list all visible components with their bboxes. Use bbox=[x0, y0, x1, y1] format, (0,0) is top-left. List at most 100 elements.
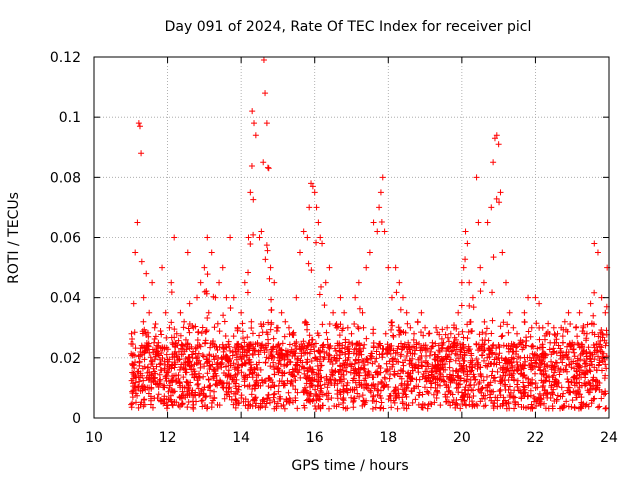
data-point bbox=[548, 351, 555, 358]
data-point bbox=[235, 361, 242, 368]
data-point bbox=[155, 391, 162, 398]
y-axis-label: ROTI / TECUs bbox=[6, 192, 22, 284]
data-point-peak bbox=[436, 348, 443, 355]
data-point bbox=[168, 398, 175, 405]
data-point bbox=[458, 363, 465, 370]
data-point bbox=[305, 260, 312, 267]
data-point bbox=[211, 388, 218, 395]
data-point-peak bbox=[429, 339, 436, 346]
data-point bbox=[159, 345, 166, 352]
data-point-peak bbox=[238, 309, 245, 316]
data-point bbox=[248, 324, 255, 331]
data-point bbox=[309, 382, 316, 389]
data-point bbox=[134, 368, 141, 375]
data-point bbox=[131, 329, 138, 336]
data-point bbox=[141, 396, 148, 403]
data-point bbox=[294, 355, 301, 362]
data-point bbox=[285, 389, 292, 396]
x-tick-label: 14 bbox=[232, 430, 250, 446]
data-point bbox=[325, 396, 332, 403]
data-point bbox=[271, 390, 278, 397]
data-point bbox=[514, 383, 521, 390]
data-point bbox=[536, 390, 543, 397]
data-point bbox=[319, 402, 326, 409]
data-point-peak bbox=[166, 324, 173, 331]
data-point bbox=[350, 398, 357, 405]
data-point bbox=[379, 346, 386, 353]
data-point bbox=[165, 388, 172, 395]
data-point bbox=[403, 401, 410, 408]
data-point bbox=[557, 405, 564, 412]
data-point bbox=[175, 402, 182, 409]
data-point bbox=[590, 376, 597, 383]
data-point bbox=[393, 386, 400, 393]
data-point bbox=[178, 401, 185, 408]
data-point-peak bbox=[491, 135, 498, 142]
data-point bbox=[288, 348, 295, 355]
data-point bbox=[602, 342, 609, 349]
data-point bbox=[446, 358, 453, 365]
data-point bbox=[297, 374, 304, 381]
data-point bbox=[141, 356, 148, 363]
data-point bbox=[463, 363, 470, 370]
data-point bbox=[567, 321, 574, 328]
data-point bbox=[382, 375, 389, 382]
data-point-peak bbox=[407, 324, 414, 331]
data-point bbox=[203, 290, 210, 297]
data-point bbox=[434, 357, 441, 364]
data-point bbox=[265, 340, 272, 347]
data-point bbox=[248, 318, 255, 325]
data-point bbox=[527, 364, 534, 371]
data-point-peak bbox=[370, 219, 377, 226]
data-point bbox=[249, 330, 256, 337]
data-point-peak bbox=[550, 324, 557, 331]
data-point bbox=[480, 347, 487, 354]
x-tick-label: 18 bbox=[379, 430, 397, 446]
data-point bbox=[511, 394, 518, 401]
data-point bbox=[199, 397, 206, 404]
data-point bbox=[315, 332, 322, 339]
data-point bbox=[584, 321, 591, 328]
data-point bbox=[445, 338, 452, 345]
data-point bbox=[169, 402, 176, 409]
data-point bbox=[140, 318, 147, 325]
data-point bbox=[571, 374, 578, 381]
data-point-peak bbox=[366, 249, 373, 256]
data-point bbox=[331, 382, 338, 389]
data-point bbox=[587, 368, 594, 375]
data-point bbox=[376, 363, 383, 370]
data-point-peak bbox=[258, 228, 265, 235]
data-point bbox=[399, 367, 406, 374]
data-point bbox=[468, 367, 475, 374]
data-point bbox=[144, 364, 151, 371]
data-point bbox=[553, 339, 560, 346]
data-point bbox=[332, 377, 339, 384]
data-point bbox=[262, 359, 269, 366]
y-tick-label: 0.08 bbox=[50, 170, 81, 186]
data-point bbox=[473, 341, 480, 348]
data-point bbox=[461, 358, 468, 365]
data-point bbox=[270, 394, 277, 401]
data-point bbox=[333, 355, 340, 362]
data-point bbox=[361, 341, 368, 348]
data-point bbox=[355, 356, 362, 363]
data-point bbox=[306, 397, 313, 404]
data-point bbox=[423, 375, 430, 382]
data-point-peak bbox=[381, 228, 388, 235]
data-point bbox=[154, 380, 161, 387]
data-point bbox=[306, 380, 313, 387]
data-point bbox=[234, 370, 241, 377]
data-point bbox=[490, 254, 497, 261]
data-point bbox=[158, 331, 165, 338]
data-point bbox=[178, 345, 185, 352]
data-point bbox=[378, 399, 385, 406]
data-point-peak bbox=[216, 279, 223, 286]
data-point-peak bbox=[247, 189, 254, 196]
data-point bbox=[145, 333, 152, 340]
data-point-peak bbox=[440, 339, 447, 346]
data-point bbox=[593, 367, 600, 374]
data-point bbox=[494, 394, 501, 401]
data-point bbox=[276, 395, 283, 402]
data-point bbox=[300, 388, 307, 395]
data-point-peak bbox=[177, 309, 184, 316]
